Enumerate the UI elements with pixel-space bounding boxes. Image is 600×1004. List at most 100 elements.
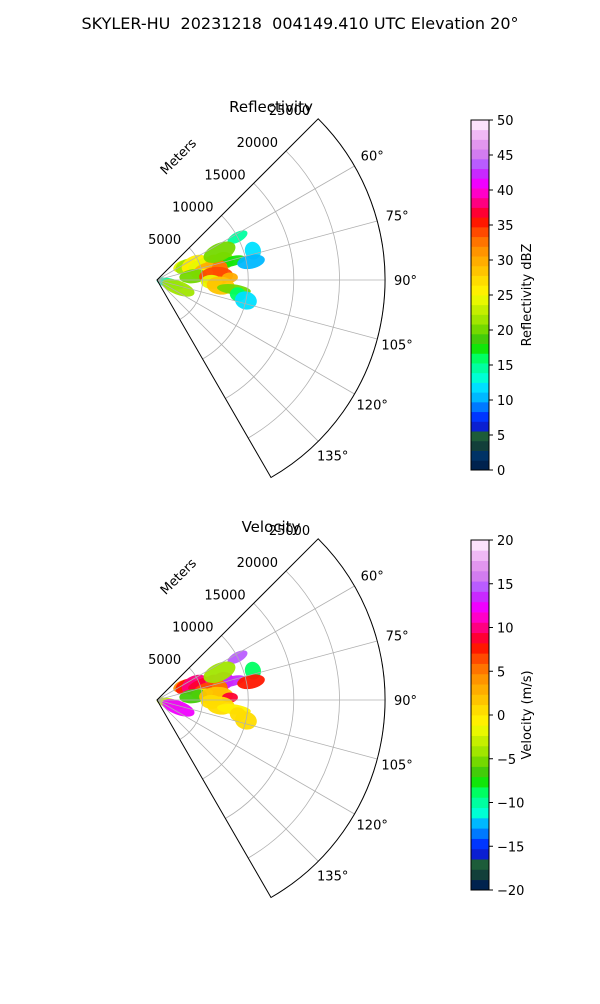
- range-ring: [179, 667, 203, 740]
- range-tick-label: 10000: [172, 201, 213, 216]
- range-ring: [225, 603, 295, 819]
- colorbar-swatch: [471, 745, 489, 757]
- colorbar-swatch: [471, 848, 489, 860]
- range-ring: [270, 538, 386, 898]
- range-ring: [179, 247, 203, 320]
- colorbar-label: Reflectivity dBZ: [520, 244, 535, 347]
- azimuth-spoke: [156, 279, 319, 442]
- colorbar-tick-label: −10: [497, 797, 524, 812]
- colorbar-swatch: [471, 324, 489, 335]
- echo-cell: [203, 241, 236, 263]
- echo-cell: [237, 254, 265, 270]
- colorbar-swatch: [471, 828, 489, 839]
- colorbar-tick-label: 0: [497, 709, 505, 724]
- colorbar-swatch: [471, 158, 489, 170]
- colorbar-swatch: [471, 663, 489, 675]
- colorbar-tick-label: 40: [497, 184, 514, 199]
- colorbar-tick-label: 15: [497, 359, 514, 374]
- colorbar-swatch: [471, 304, 489, 315]
- colorbar-swatch: [471, 333, 489, 345]
- azimuth-spoke: [156, 699, 319, 862]
- colorbar-tick-label: 10: [497, 394, 514, 409]
- colorbar-swatch: [471, 550, 489, 561]
- colorbar-tick-label: 10: [497, 622, 514, 637]
- azimuth-tick-label: 75°: [386, 630, 409, 645]
- colorbar-tick-label: 0: [497, 464, 505, 479]
- azimuth-tick-label: 105°: [381, 758, 412, 773]
- range-tick-label: 25000: [269, 104, 310, 119]
- azimuth-spoke: [156, 279, 378, 340]
- colorbar-swatch: [471, 207, 489, 218]
- sector-outline: [156, 118, 386, 479]
- azimuth-spoke: [156, 279, 355, 395]
- colorbar-swatch: [471, 217, 489, 228]
- colorbar-swatch: [471, 694, 489, 706]
- range-ring: [202, 635, 249, 780]
- range-axis-label: Meters: [158, 556, 200, 598]
- colorbar-swatch: [471, 612, 489, 623]
- colorbar-swatch: [471, 149, 489, 160]
- colorbar-swatch: [471, 581, 489, 592]
- velocity-colorbar: −20 −15 −10 −5 0 5 10 15 20 Velocity (m/s): [470, 534, 535, 899]
- colorbar-swatch: [471, 246, 489, 257]
- range-tick-label: 15000: [204, 168, 245, 183]
- colorbar-swatch: [471, 460, 489, 471]
- azimuth-tick-label: 135°: [317, 870, 348, 885]
- azimuth-tick-label: 60°: [361, 570, 384, 585]
- colorbar-tick-label: −5: [497, 753, 516, 768]
- colorbar-swatch: [471, 879, 489, 891]
- reflectivity-panel: Reflectivity 5000 10000 15000 20000 25000 Mete…: [148, 98, 535, 479]
- colorbar-swatch: [471, 560, 489, 572]
- reflectivity-colorbar: 0 5 10 15 20 25 30 35 40 45 50 Reflectivity dBZ: [470, 114, 535, 479]
- colorbar-swatch: [471, 684, 489, 695]
- range-ring: [225, 183, 295, 399]
- colorbar-swatch: [471, 382, 489, 393]
- colorbar-swatch: [471, 256, 489, 267]
- colorbar-swatch: [471, 704, 489, 716]
- azimuth-tick-label: 90°: [394, 694, 417, 709]
- colorbar-tick-label: 15: [497, 578, 514, 593]
- azimuth-tick-label: 135°: [317, 450, 348, 465]
- azimuth-tick-label: 90°: [394, 274, 417, 289]
- echo-cell: [203, 661, 236, 683]
- colorbar-swatch: [471, 343, 489, 354]
- echo-cell: [237, 674, 265, 690]
- colorbar-swatch: [471, 838, 489, 850]
- range-ring: [202, 215, 249, 360]
- azimuth-tick-label: 105°: [381, 338, 412, 353]
- colorbar-swatch: [471, 363, 489, 374]
- azimuth-spoke: [156, 220, 378, 281]
- colorbar-swatch: [471, 236, 489, 247]
- azimuth-tick-label: 75°: [386, 210, 409, 225]
- colorbar-swatch: [471, 653, 489, 664]
- range-ring: [247, 150, 340, 439]
- range-tick-label: 15000: [204, 588, 245, 603]
- range-tick-label: 5000: [148, 653, 181, 668]
- colorbar-swatch: [471, 178, 489, 189]
- azimuth-spoke: [156, 165, 355, 281]
- azimuth-tick-label: 60°: [361, 150, 384, 165]
- colorbar-swatch: [471, 787, 489, 798]
- range-ring: [270, 118, 386, 478]
- colorbar-swatch: [471, 314, 489, 325]
- colorbar-swatch: [471, 859, 489, 870]
- colorbar-swatch: [471, 591, 489, 603]
- colorbar-tick-label: 20: [497, 534, 514, 549]
- colorbar-swatch: [471, 129, 489, 140]
- range-tick-label: 10000: [172, 621, 213, 636]
- colorbar-swatch: [471, 632, 489, 644]
- range-tick-label: 25000: [269, 524, 310, 539]
- colorbar-swatch: [471, 265, 489, 276]
- colorbar-label: Velocity (m/s): [520, 670, 535, 759]
- range-tick-label: 20000: [237, 556, 278, 571]
- colorbar-swatch: [471, 756, 489, 767]
- colorbar-swatch: [471, 372, 489, 383]
- range-axis-label: Meters: [158, 136, 200, 178]
- colorbar-swatch: [471, 642, 489, 654]
- colorbar-swatch: [471, 168, 489, 179]
- colorbar-tick-label: 45: [497, 149, 514, 164]
- velocity-panel-title: Velocity: [242, 518, 301, 536]
- colorbar-swatch: [471, 421, 489, 432]
- colorbar-tick-label: 5: [497, 665, 505, 680]
